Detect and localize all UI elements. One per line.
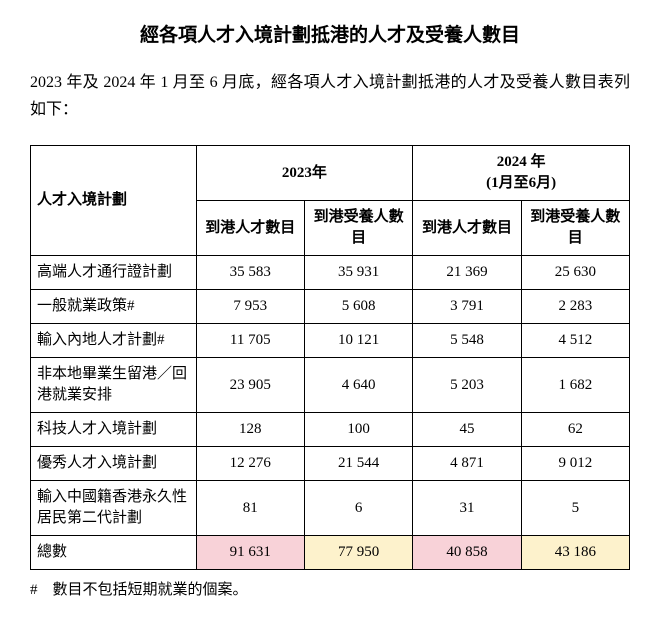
row-label: 一般就業政策#: [31, 290, 197, 324]
subheader-talent-2024: 到港人才數目: [413, 201, 521, 256]
cell-d24: 4 512: [521, 324, 629, 358]
header-scheme: 人才入境計劃: [31, 146, 197, 256]
cell-d23: 5 608: [304, 290, 412, 324]
cell-d23: 10 121: [304, 324, 412, 358]
cell-t23: 81: [196, 481, 304, 536]
header-year-2024: 2024 年 (1月至6月): [413, 146, 630, 201]
cell-d24: 25 630: [521, 256, 629, 290]
cell-t24: 31: [413, 481, 521, 536]
row-label: 高端人才通行證計劃: [31, 256, 197, 290]
cell-t23: 23 905: [196, 358, 304, 413]
cell-d23: 21 544: [304, 447, 412, 481]
header-year-2023: 2023年: [196, 146, 413, 201]
subheader-dependant-2023: 到港受養人數目: [304, 201, 412, 256]
subheader-talent-2023: 到港人才數目: [196, 201, 304, 256]
cell-t24: 21 369: [413, 256, 521, 290]
cell-d24: 62: [521, 413, 629, 447]
header-year-2024-line2: (1月至6月): [486, 175, 556, 191]
cell-d24: 2 283: [521, 290, 629, 324]
table-row: 非本地畢業生留港／回港就業安排23 9054 6405 2031 682: [31, 358, 630, 413]
total-row: 總數 91 631 77 950 40 858 43 186: [31, 536, 630, 570]
page-title: 經各項人才入境計劃抵港的人才及受養人數目: [30, 20, 630, 47]
cell-t23: 35 583: [196, 256, 304, 290]
table-row: 輸入內地人才計劃#11 70510 1215 5484 512: [31, 324, 630, 358]
header-year-2024-line1: 2024 年: [497, 154, 546, 170]
subheader-dependant-2024: 到港受養人數目: [521, 201, 629, 256]
table-row: 一般就業政策#7 9535 6083 7912 283: [31, 290, 630, 324]
table-row: 優秀人才入境計劃12 27621 5444 8719 012: [31, 447, 630, 481]
cell-d24: 5: [521, 481, 629, 536]
cell-t24: 45: [413, 413, 521, 447]
total-label: 總數: [31, 536, 197, 570]
table-row: 科技人才入境計劃1281004562: [31, 413, 630, 447]
total-d23: 77 950: [304, 536, 412, 570]
table-row: 輸入中國籍香港永久性居民第二代計劃816315: [31, 481, 630, 536]
row-label: 輸入內地人才計劃#: [31, 324, 197, 358]
cell-t23: 12 276: [196, 447, 304, 481]
total-d24: 43 186: [521, 536, 629, 570]
cell-t24: 3 791: [413, 290, 521, 324]
intro-text: 2023 年及 2024 年 1 月至 6 月底，經各項人才入境計劃抵港的人才及…: [30, 69, 630, 123]
cell-d23: 6: [304, 481, 412, 536]
cell-t23: 7 953: [196, 290, 304, 324]
cell-t24: 5 203: [413, 358, 521, 413]
cell-d24: 9 012: [521, 447, 629, 481]
row-label: 輸入中國籍香港永久性居民第二代計劃: [31, 481, 197, 536]
row-label: 非本地畢業生留港／回港就業安排: [31, 358, 197, 413]
row-label: 優秀人才入境計劃: [31, 447, 197, 481]
cell-d24: 1 682: [521, 358, 629, 413]
cell-d23: 4 640: [304, 358, 412, 413]
cell-t24: 4 871: [413, 447, 521, 481]
footnote: # 數目不包括短期就業的個案。: [30, 578, 630, 599]
table-row: 高端人才通行證計劃35 58335 93121 36925 630: [31, 256, 630, 290]
cell-t24: 5 548: [413, 324, 521, 358]
total-t24: 40 858: [413, 536, 521, 570]
data-table: 人才入境計劃 2023年 2024 年 (1月至6月) 到港人才數目 到港受養人…: [30, 145, 630, 570]
cell-t23: 11 705: [196, 324, 304, 358]
cell-d23: 100: [304, 413, 412, 447]
row-label: 科技人才入境計劃: [31, 413, 197, 447]
cell-d23: 35 931: [304, 256, 412, 290]
cell-t23: 128: [196, 413, 304, 447]
total-t23: 91 631: [196, 536, 304, 570]
